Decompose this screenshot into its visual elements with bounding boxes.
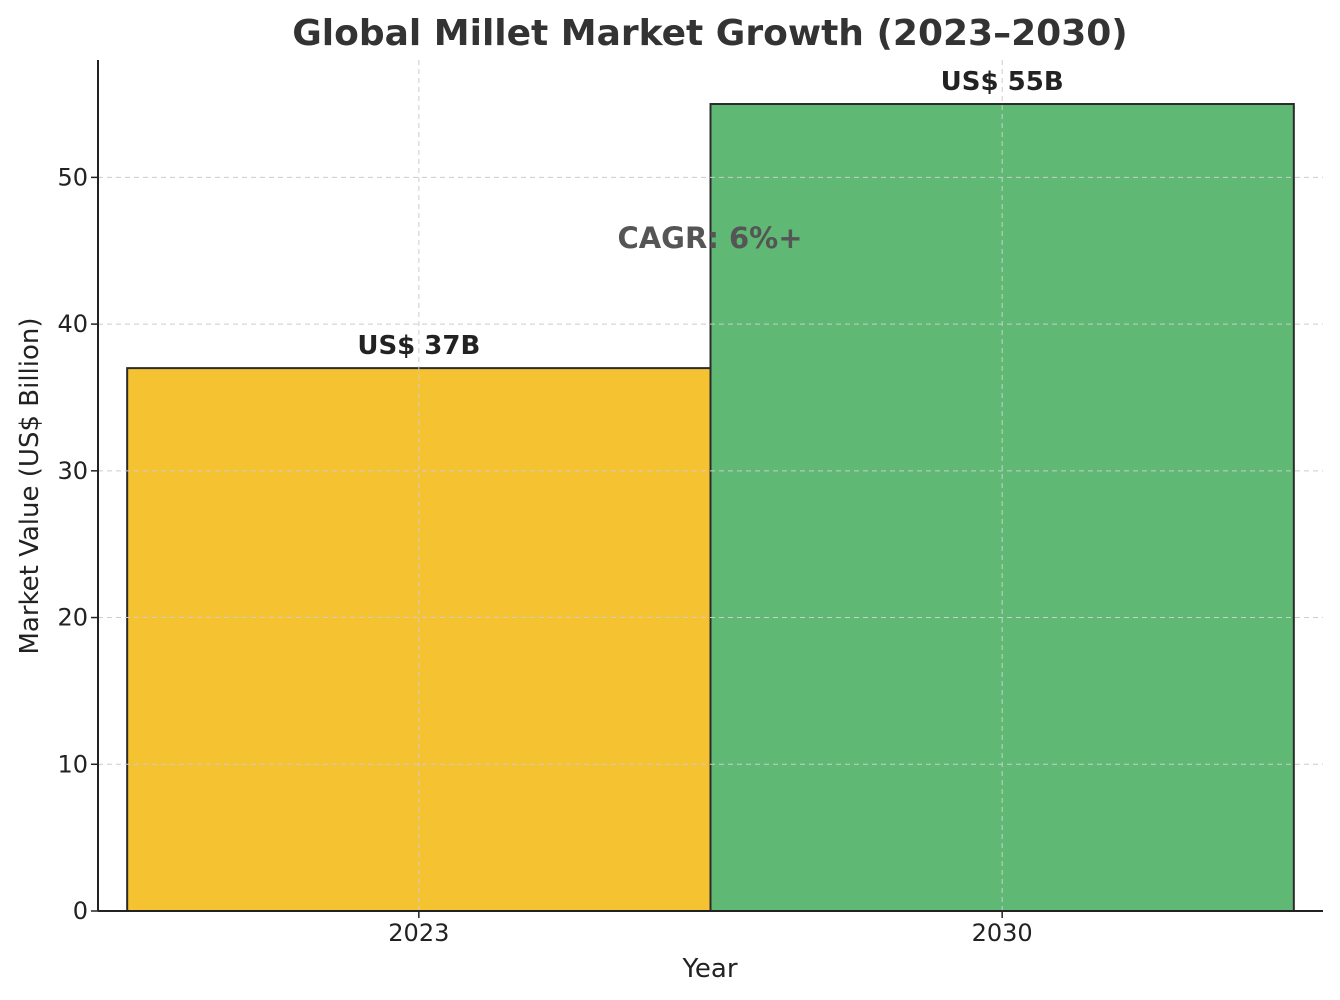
x-ticks: 2023 2030: [388, 911, 1033, 947]
x-tick-label-2030: 2030: [972, 919, 1033, 947]
data-label-2030: US$ 55B: [941, 67, 1064, 97]
data-labels: US$ 37B US$ 55B: [357, 67, 1063, 361]
y-tick-label-0: 0: [73, 897, 88, 925]
x-axis-title: Year: [681, 954, 737, 984]
cagr-annotation: CAGR: 6%+: [617, 221, 802, 255]
bar-2030: [709, 103, 1295, 913]
y-tick-label-20: 20: [57, 604, 88, 632]
y-tick-label-50: 50: [57, 163, 88, 191]
data-label-2023: US$ 37B: [357, 331, 480, 361]
x-tick-label-2023: 2023: [388, 919, 449, 947]
axes: [97, 60, 1323, 912]
y-axis-title: Market Value (US$ Billion): [15, 317, 45, 654]
y-tick-label-40: 40: [57, 310, 88, 338]
y-ticks: 0 10 20 30 40 50: [57, 163, 98, 925]
y-tick-label-30: 30: [57, 457, 88, 485]
chart-title: Global Millet Market Growth (2023–2030): [292, 13, 1128, 54]
y-tick-label-10: 10: [57, 750, 88, 778]
